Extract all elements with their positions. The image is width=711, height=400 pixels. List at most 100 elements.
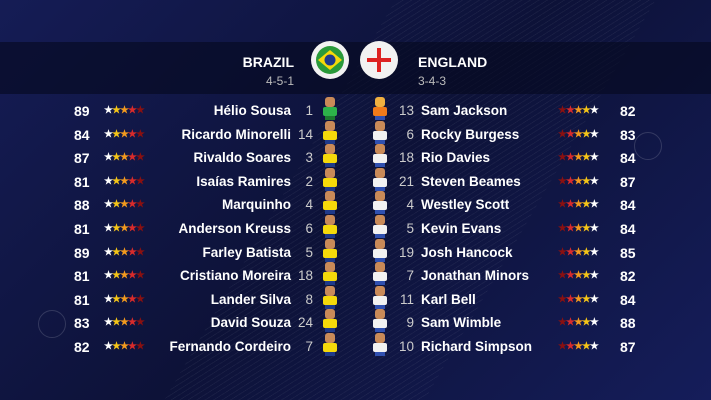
home-player-name[interactable]: Anderson Kreuss bbox=[178, 221, 291, 236]
away-player-kit-icon bbox=[372, 191, 388, 215]
away-star-rating-icon: ★★★★★ bbox=[558, 105, 599, 116]
home-player-number: 2 bbox=[305, 173, 313, 189]
away-player-rating: 84 bbox=[620, 197, 636, 214]
home-player-kit-icon bbox=[322, 167, 338, 192]
away-player-rating: 87 bbox=[620, 173, 636, 190]
lineup-row: 84 ★★★★★ Ricardo Minorelli 14 6 Rocky Bu… bbox=[0, 120, 711, 146]
away-player-kit-icon bbox=[372, 262, 388, 286]
home-star-rating-icon: ★★★★★ bbox=[104, 199, 145, 211]
home-star-rating-icon: ★★★★★ bbox=[104, 293, 145, 305]
lineup-row: 82 ★★★★★ Fernando Cordeiro 7 10 Richard … bbox=[0, 333, 711, 358]
decor-circle bbox=[634, 132, 662, 160]
home-player-rating: 84 bbox=[74, 126, 90, 143]
decor-circle bbox=[38, 310, 66, 338]
home-player-name[interactable]: Ricardo Minorelli bbox=[181, 126, 291, 142]
away-player-name[interactable]: Jonathan Minors bbox=[421, 268, 530, 284]
home-player-name[interactable]: Isaías Ramires bbox=[196, 173, 291, 189]
away-star-rating-icon: ★★★★★ bbox=[558, 175, 599, 187]
home-player-kit-icon bbox=[322, 191, 338, 215]
home-player-kit-icon bbox=[322, 144, 338, 168]
home-player-number: 24 bbox=[297, 315, 313, 331]
home-player-rating: 81 bbox=[74, 173, 90, 190]
away-player-rating: 87 bbox=[620, 339, 636, 355]
home-player-rating: 81 bbox=[74, 268, 90, 285]
away-star-rating-icon: ★★★★★ bbox=[558, 152, 599, 164]
home-player-kit-icon bbox=[322, 309, 338, 333]
home-player-rating: 87 bbox=[74, 150, 90, 167]
away-player-number: 6 bbox=[406, 126, 414, 142]
home-player-name[interactable]: Fernando Cordeiro bbox=[169, 339, 291, 354]
home-player-rating: 89 bbox=[74, 244, 90, 261]
away-player-kit-icon bbox=[372, 120, 388, 145]
home-star-rating-icon: ★★★★★ bbox=[104, 270, 145, 282]
away-star-rating-icon: ★★★★★ bbox=[558, 341, 599, 352]
away-star-rating-icon: ★★★★★ bbox=[558, 317, 599, 329]
away-player-kit-icon bbox=[372, 238, 388, 263]
away-player-name[interactable]: Richard Simpson bbox=[421, 339, 533, 354]
home-player-number: 4 bbox=[305, 197, 313, 213]
home-player-name[interactable]: David Souza bbox=[210, 315, 291, 331]
home-star-rating-icon: ★★★★★ bbox=[104, 175, 145, 187]
lineup-row: 81 ★★★★★ Lander Silva 8 11 Karl Bell ★★★… bbox=[0, 285, 711, 311]
home-player-name[interactable]: Lander Silva bbox=[210, 291, 291, 307]
home-star-rating-icon: ★★★★★ bbox=[104, 341, 145, 352]
away-star-rating-icon: ★★★★★ bbox=[558, 223, 599, 234]
home-star-rating-icon: ★★★★★ bbox=[104, 152, 145, 164]
away-team-name: ENGLAND bbox=[418, 54, 488, 70]
away-player-name[interactable]: Westley Scott bbox=[421, 197, 510, 213]
home-player-rating: 81 bbox=[74, 291, 90, 308]
away-player-number: 11 bbox=[399, 291, 414, 307]
home-player-kit-icon bbox=[322, 285, 338, 310]
away-player-number: 18 bbox=[398, 150, 414, 166]
lineup-row: 81 ★★★★★ Isaías Ramires 2 21 Steven Beam… bbox=[0, 167, 711, 193]
away-player-name[interactable]: Rio Davies bbox=[421, 150, 491, 166]
away-player-name[interactable]: Kevin Evans bbox=[421, 221, 502, 236]
home-star-rating-icon: ★★★★★ bbox=[104, 105, 145, 116]
lineup-row: 81 ★★★★★ Anderson Kreuss 6 5 Kevin Evans… bbox=[0, 215, 711, 240]
away-player-number: 5 bbox=[406, 221, 414, 236]
away-player-number: 10 bbox=[398, 339, 414, 354]
away-star-rating-icon: ★★★★★ bbox=[558, 128, 599, 140]
away-player-kit-icon bbox=[372, 97, 388, 121]
away-player-name[interactable]: Karl Bell bbox=[421, 291, 476, 307]
home-player-number: 7 bbox=[305, 339, 313, 354]
away-player-number: 7 bbox=[406, 268, 414, 284]
away-player-rating: 83 bbox=[620, 126, 636, 143]
away-player-rating: 82 bbox=[620, 103, 636, 119]
home-player-kit-icon bbox=[322, 262, 338, 286]
home-player-name[interactable]: Hélio Sousa bbox=[213, 103, 291, 118]
away-star-rating-icon: ★★★★★ bbox=[558, 246, 599, 258]
brazil-flag-icon bbox=[311, 41, 349, 79]
away-player-name[interactable]: Rocky Burgess bbox=[421, 126, 520, 142]
home-player-number: 8 bbox=[305, 291, 313, 307]
home-player-name[interactable]: Rivaldo Soares bbox=[193, 150, 291, 166]
home-player-number: 6 bbox=[305, 221, 313, 236]
away-star-rating-icon: ★★★★★ bbox=[558, 199, 599, 211]
home-player-rating: 88 bbox=[74, 197, 90, 214]
away-player-name[interactable]: Steven Beames bbox=[421, 173, 521, 189]
away-player-name[interactable]: Josh Hancock bbox=[421, 244, 513, 260]
away-player-kit-icon bbox=[372, 144, 388, 168]
header-band bbox=[0, 42, 711, 94]
away-player-kit-icon bbox=[372, 333, 388, 357]
away-player-name[interactable]: Sam Wimble bbox=[421, 315, 502, 331]
home-player-kit-icon bbox=[322, 238, 338, 263]
home-player-rating: 82 bbox=[74, 339, 90, 355]
home-star-rating-icon: ★★★★★ bbox=[104, 246, 145, 258]
home-star-rating-icon: ★★★★★ bbox=[104, 128, 145, 140]
away-star-rating-icon: ★★★★★ bbox=[558, 270, 599, 282]
home-player-name[interactable]: Marquinho bbox=[222, 197, 291, 213]
away-player-number: 13 bbox=[398, 103, 414, 118]
home-player-number: 3 bbox=[305, 150, 313, 166]
home-player-name[interactable]: Farley Batista bbox=[202, 244, 291, 260]
away-player-kit-icon bbox=[372, 215, 388, 239]
lineup-row: 89 ★★★★★ Farley Batista 5 19 Josh Hancoc… bbox=[0, 238, 711, 264]
away-player-kit-icon bbox=[372, 167, 388, 192]
away-player-name[interactable]: Sam Jackson bbox=[421, 103, 508, 118]
away-star-rating-icon: ★★★★★ bbox=[558, 293, 599, 305]
away-formation: 3-4-3 bbox=[418, 74, 447, 88]
home-player-kit-icon bbox=[322, 333, 338, 357]
home-player-name[interactable]: Cristiano Moreira bbox=[179, 268, 291, 284]
home-player-rating: 83 bbox=[74, 315, 90, 332]
home-team-name: BRAZIL bbox=[242, 54, 294, 70]
